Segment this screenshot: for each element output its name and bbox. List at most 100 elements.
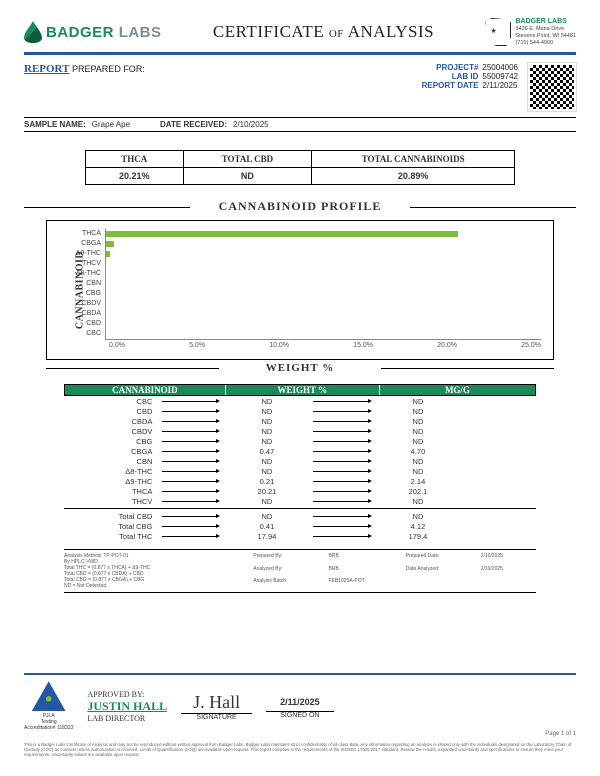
pjla-badge: PJLA Testing Accreditation# 118323	[24, 681, 73, 731]
cell-weight: 0.41	[224, 522, 309, 531]
date-received-value: 2/10/2025	[233, 120, 269, 129]
chart-bar-row	[106, 259, 541, 269]
arrow-icon	[309, 468, 375, 474]
cell-weight: 17.94	[224, 532, 309, 541]
m-anby-k: Analyzed By:	[253, 566, 320, 577]
chart-x-label: WEIGHT %	[46, 362, 554, 374]
cell-weight: ND	[224, 407, 309, 416]
report-label: REPORT	[24, 63, 69, 75]
reportdate-value: 2/11/2025	[482, 81, 517, 90]
signature-icon: J. Hall	[181, 692, 252, 714]
addr-name: BADGER LABS	[515, 18, 576, 26]
table-row: Δ9-THC0.212.14	[64, 476, 536, 486]
approver-name: JUSTIN HALL	[87, 699, 167, 714]
title-of: OF	[329, 28, 344, 40]
summary-h-cbd: TOTAL CBD	[183, 151, 311, 168]
x-tick: 25.0%	[521, 342, 541, 349]
cell-weight: ND	[224, 437, 309, 446]
cell-name: THCA	[64, 487, 158, 496]
arrow-icon	[309, 408, 375, 414]
meta-rows: PROJECT#25004006 LAB ID55009742 REPORT D…	[408, 63, 518, 90]
chart-bar-row	[106, 269, 541, 279]
arrow-icon	[309, 498, 375, 504]
qr-code-icon	[528, 63, 576, 111]
logo-left: BADGER LABS	[24, 21, 162, 43]
signed-on-cell: 2/11/2025 SIGNED ON	[266, 693, 334, 719]
arrow-icon	[158, 523, 224, 529]
signature-cell: J. Hall SIGNATURE	[181, 692, 252, 721]
dt-h1: CANNABINOID	[65, 385, 225, 395]
x-tick: 10.0%	[269, 342, 289, 349]
chart-bar	[106, 241, 114, 247]
arrow-icon	[309, 533, 375, 539]
cell-weight: 0.47	[224, 447, 309, 456]
summary-v-thca: 20.21%	[85, 168, 183, 185]
arrow-icon	[158, 398, 224, 404]
arrow-icon	[158, 498, 224, 504]
arrow-icon	[158, 458, 224, 464]
cell-weight: ND	[224, 397, 309, 406]
cell-weight: 0.21	[224, 477, 309, 486]
brand-address: BADGER LABS 3426 E. Maria Drive Stevens …	[515, 18, 576, 46]
report-section: REPORT PREPARED FOR: PROJECT# 25004006 LA…	[24, 63, 576, 111]
labid-label: LAB ID	[408, 72, 478, 81]
addr-line1: 3426 E. Maria Drive	[515, 26, 576, 33]
cell-mgg: 4.70	[376, 447, 461, 456]
cell-weight: ND	[224, 512, 309, 521]
brand-word-2: LABS	[119, 24, 162, 41]
chart-bar-row	[106, 319, 541, 329]
signed-date: 2/11/2025	[266, 693, 334, 712]
table-row: CBDVNDND	[64, 426, 536, 436]
arrow-icon	[309, 513, 375, 519]
sample-row: SAMPLE NAME:Grape Ape DATE RECEIVED:2/10…	[24, 117, 576, 132]
data-table-header: CANNABINOID WEIGHT % MG/G	[64, 384, 536, 396]
sample-name-label: SAMPLE NAME:	[24, 120, 86, 129]
x-tick: 20.0%	[437, 342, 457, 349]
title-analysis: ANALYSIS	[348, 22, 434, 41]
project-label: PROJECT#	[408, 63, 478, 72]
cell-name: CBN	[64, 457, 158, 466]
chart-container: CANNABINOID THCACBGAΔ9-THCTHCVΔ8-THCCBNC…	[46, 220, 554, 360]
m-prepdate-k: Prepared Date:	[406, 553, 473, 564]
summary-table: THCA TOTAL CBD TOTAL CANNABINOIDS 20.21%…	[85, 150, 516, 185]
summary-h-thca: THCA	[85, 151, 183, 168]
table-row: Total CBD ND ND	[64, 511, 536, 521]
arrow-icon	[309, 448, 375, 454]
arrow-icon	[158, 438, 224, 444]
arrow-icon	[158, 468, 224, 474]
chart-bar-row	[106, 279, 541, 289]
wisconsin-icon	[485, 18, 511, 46]
cell-mgg: 4.12	[376, 522, 461, 531]
method-l6: ND = Not Detected	[64, 583, 237, 589]
coa-title: CERTIFICATE OF ANALYSIS	[213, 22, 434, 42]
cell-name: CBDA	[64, 417, 158, 426]
cell-mgg: ND	[376, 437, 461, 446]
cell-weight: 20.21	[224, 487, 309, 496]
chart-bar-row	[106, 229, 541, 239]
table-row: THCVNDND	[64, 496, 536, 506]
approval-row: PJLA Testing Accreditation# 118323 APPRO…	[24, 673, 576, 731]
signed-label: SIGNED ON	[266, 712, 334, 719]
cell-name: Δ8-THC	[64, 467, 158, 476]
table-row: CBNNDND	[64, 456, 536, 466]
signature-label: SIGNATURE	[181, 714, 252, 721]
header: BADGER LABS CERTIFICATE OF ANALYSIS BADG…	[24, 18, 576, 55]
chart-cat: CBC	[59, 329, 101, 339]
reportdate-label: REPORT DATE	[408, 81, 478, 90]
cell-name: Total CBD	[64, 512, 158, 521]
approved-by-label: APPROVED BY:	[87, 690, 167, 699]
brand-text: BADGER LABS	[46, 24, 162, 41]
cell-mgg: 202.1	[376, 487, 461, 496]
arrow-icon	[309, 523, 375, 529]
project-value: 25004006	[482, 63, 518, 72]
addr-phone: (715) 544-4900	[515, 40, 576, 47]
cell-mgg: ND	[376, 512, 461, 521]
brand-word-1: BADGER	[46, 24, 114, 41]
cell-mgg: ND	[376, 497, 461, 506]
arrow-icon	[309, 458, 375, 464]
cell-name: Total THC	[64, 532, 158, 541]
fine-print: This is a Badger Labs Certificate of Ana…	[24, 743, 576, 758]
x-tick: 0.0%	[109, 342, 125, 349]
date-received-label: DATE RECEIVED:	[160, 120, 227, 129]
report-prepared: PREPARED FOR:	[72, 64, 145, 74]
